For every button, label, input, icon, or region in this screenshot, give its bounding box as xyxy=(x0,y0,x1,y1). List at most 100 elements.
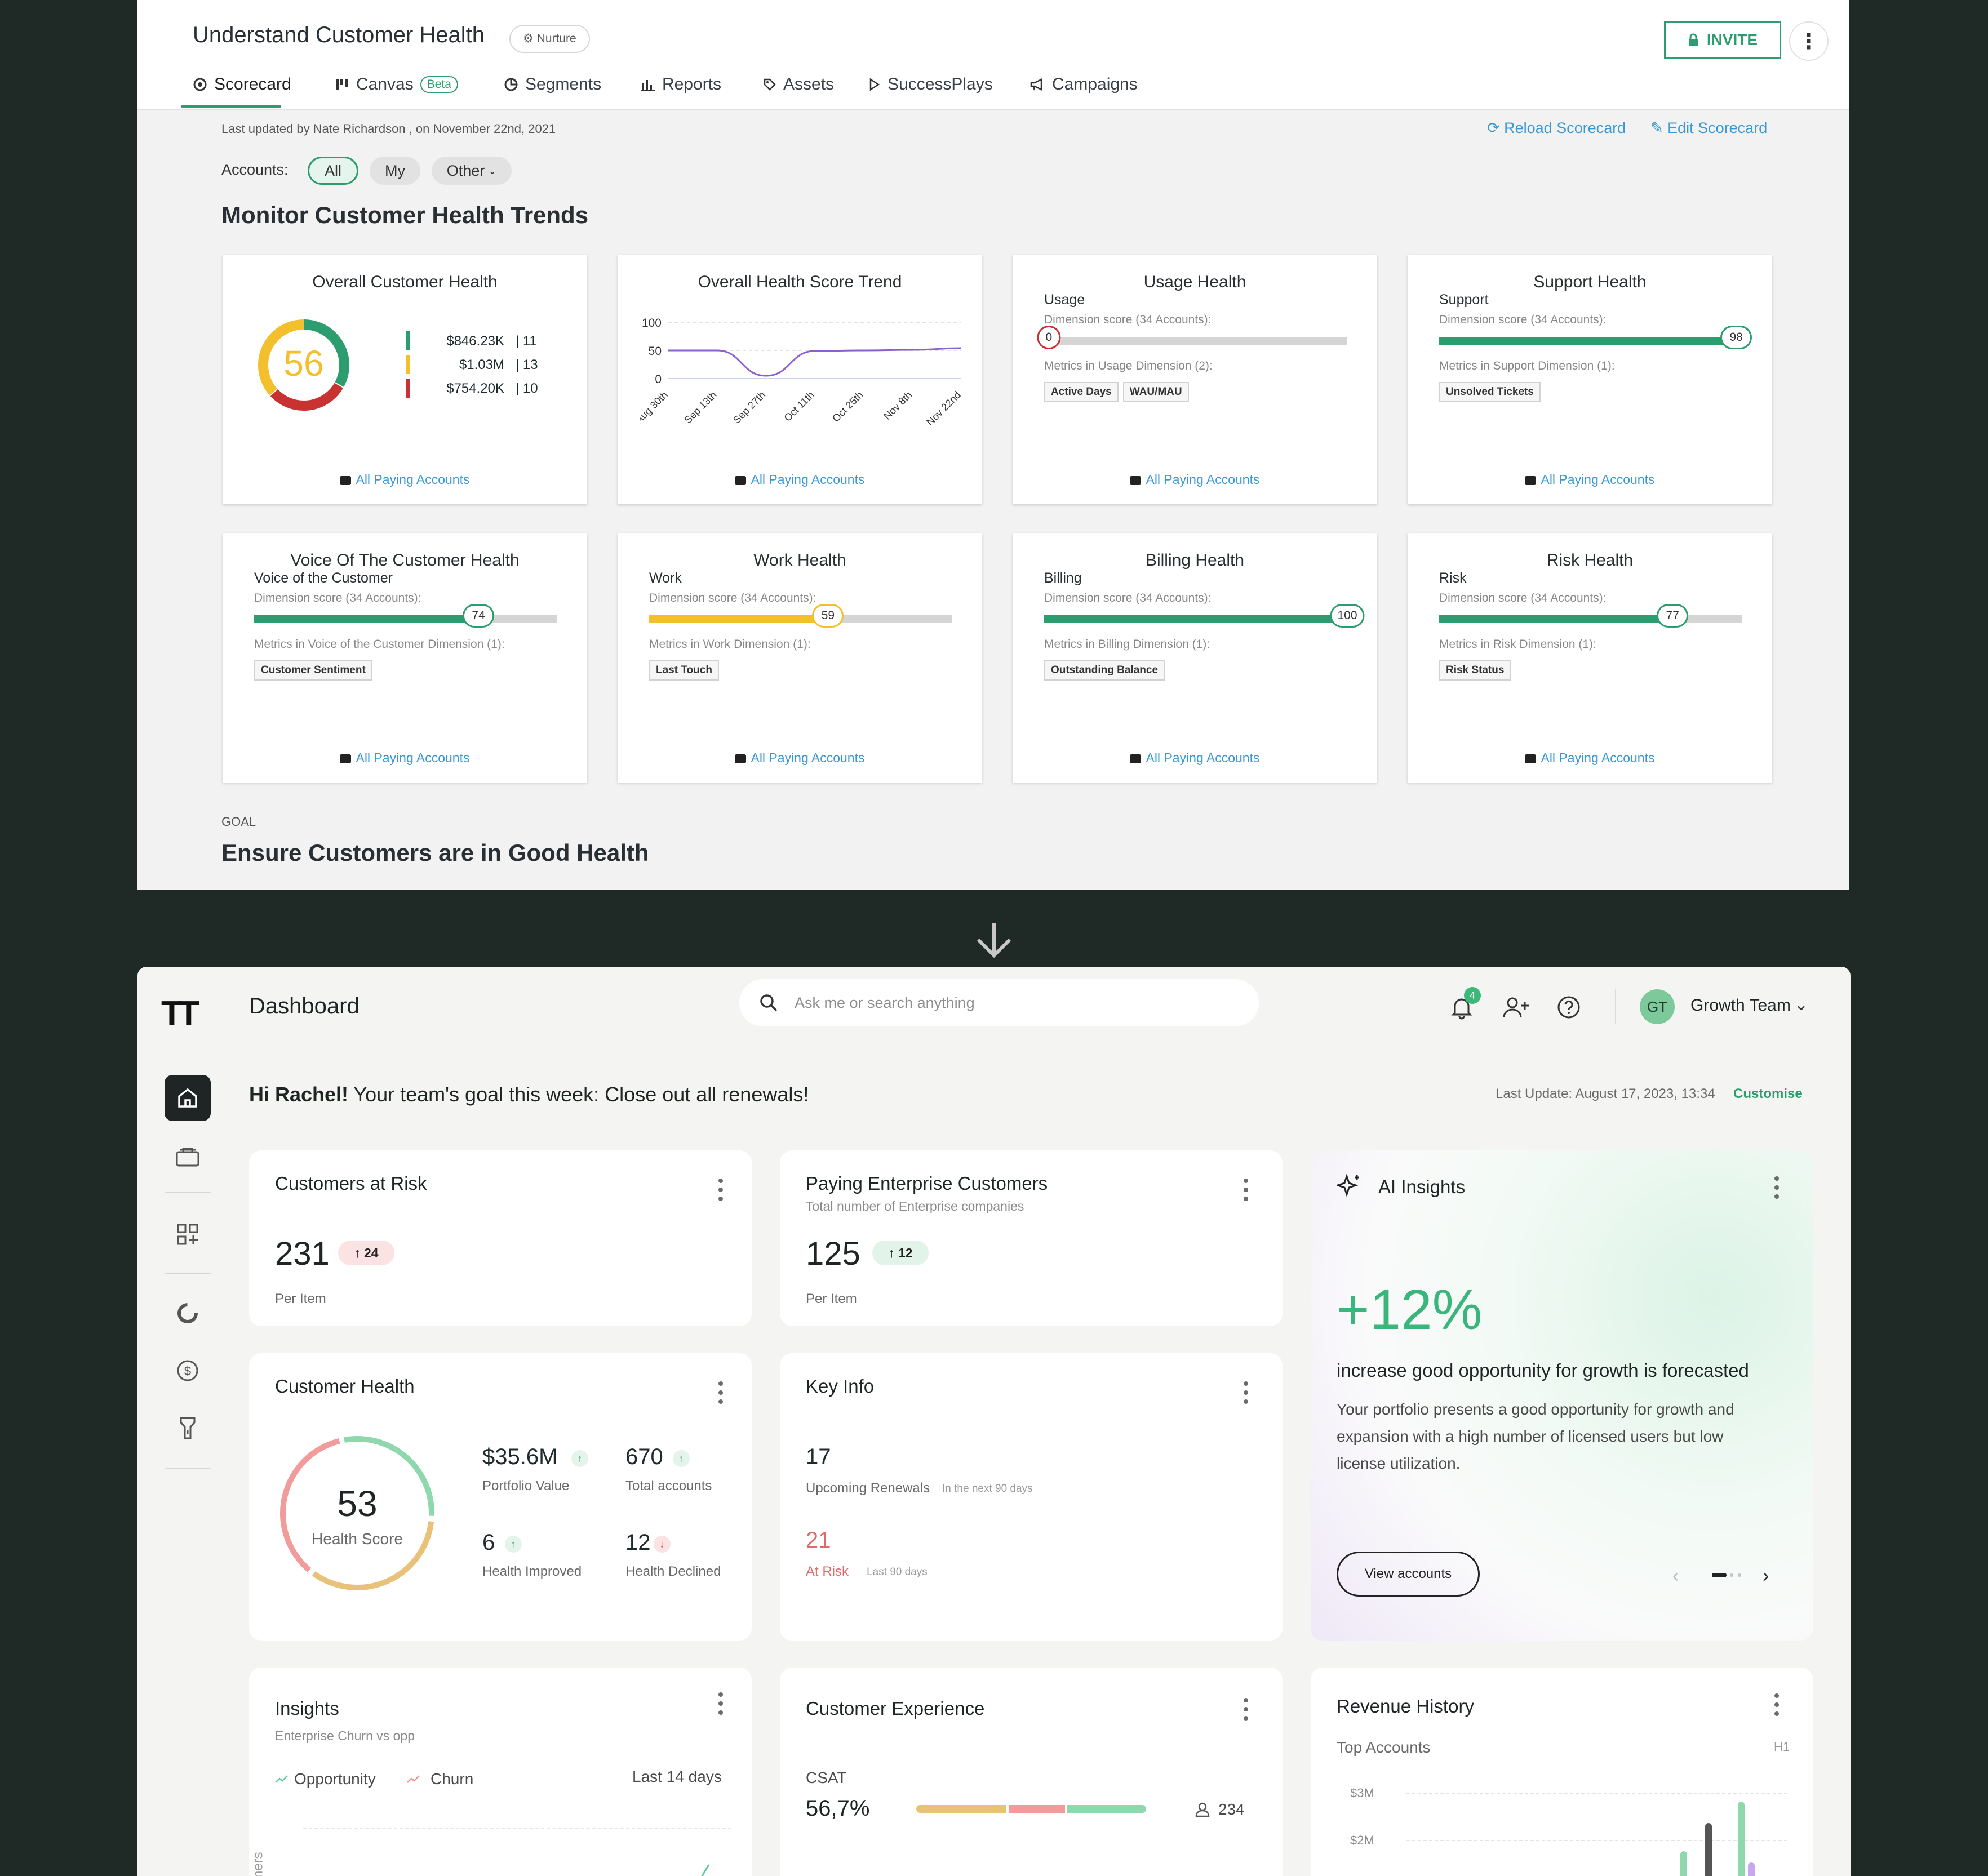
panel-title: Customer Experience xyxy=(806,1698,985,1719)
tag-icon xyxy=(764,78,776,91)
legend-amount: $846.23K xyxy=(446,334,504,349)
health-trend-card: Overall Health Score Trend 100 50 0 Aug 30t… xyxy=(618,255,982,504)
card-title: Billing Health xyxy=(1145,551,1245,570)
metric-tag[interactable]: Active Days xyxy=(1044,382,1119,402)
more-options-button[interactable]: ⋮ xyxy=(1789,21,1829,61)
tab-successplays[interactable]: SuccessPlays xyxy=(868,75,993,94)
avatar[interactable]: GT xyxy=(1640,989,1675,1024)
nurture-badge[interactable]: ⚙ Nurture xyxy=(509,25,590,53)
ring-red-segment xyxy=(280,1436,434,1590)
period-selector[interactable]: H1 xyxy=(1774,1740,1790,1754)
all-paying-accounts-link[interactable]: All Paying Accounts xyxy=(223,750,587,766)
score-fill xyxy=(254,615,479,623)
panel-menu-icon[interactable] xyxy=(1243,1179,1249,1201)
notifications-button[interactable]: 4 xyxy=(1450,987,1481,1020)
filter-my[interactable]: My xyxy=(370,157,420,185)
briefcase-icon xyxy=(1130,754,1142,763)
carousel-dot[interactable] xyxy=(1738,1573,1741,1577)
app-logo: TT xyxy=(161,994,199,1033)
panel-menu-icon[interactable] xyxy=(1774,1176,1780,1199)
view-accounts-button[interactable]: View accounts xyxy=(1337,1552,1480,1597)
metric-tag[interactable]: Last Touch xyxy=(649,660,719,681)
metric-tag[interactable]: WAU/MAU xyxy=(1122,382,1189,402)
nav-portfolio[interactable] xyxy=(165,1133,211,1180)
all-paying-accounts-link[interactable]: All Paying Accounts xyxy=(223,472,587,487)
header-divider xyxy=(1615,989,1616,1024)
tab-segments[interactable]: Segments xyxy=(504,75,601,94)
respondent-count: 234 xyxy=(1218,1801,1245,1818)
panel-title: Revenue History xyxy=(1337,1696,1474,1717)
add-user-icon[interactable] xyxy=(1502,996,1530,1019)
panel-menu-icon[interactable] xyxy=(1243,1698,1249,1721)
target-icon xyxy=(193,78,207,91)
customer-health-panel: Customer Health 53 Health Score $35.6M ↑… xyxy=(249,1353,752,1641)
briefcase-icon xyxy=(1525,475,1537,485)
all-paying-accounts-link[interactable]: All Paying Accounts xyxy=(1013,750,1377,766)
dimension-score-label: Dimension score (34 Accounts): xyxy=(649,592,816,604)
panel-menu-icon[interactable] xyxy=(1243,1381,1249,1404)
all-paying-accounts-link[interactable]: All Paying Accounts xyxy=(1408,750,1772,766)
tab-canvas[interactable]: Canvas Beta xyxy=(335,75,458,94)
filter-all[interactable]: All xyxy=(308,157,358,185)
last-updated-text: Last updated by Nate Richardson , on Nov… xyxy=(221,122,556,136)
carousel-dot[interactable] xyxy=(1730,1573,1733,1577)
panel-menu-icon[interactable] xyxy=(718,1692,724,1715)
csat-value: 56,7% xyxy=(806,1796,870,1821)
trend-line-chart: 100 50 0 Aug 30th Sep 13th Sep 27th Oct 11th Oc… xyxy=(640,317,963,428)
score-knob: 100 xyxy=(1330,604,1365,628)
user-icon xyxy=(1195,1802,1210,1817)
metric-tag[interactable]: Outstanding Balance xyxy=(1044,660,1165,681)
metric-tag[interactable]: Customer Sentiment xyxy=(254,660,372,681)
arrow-up-icon: ↑ xyxy=(571,1450,588,1467)
key-info-panel: Key Info 17 Upcoming Renewals In the nex… xyxy=(780,1353,1283,1641)
arrow-down-icon: ↓ xyxy=(654,1536,671,1553)
dimension-score-bar: 59 xyxy=(649,604,952,628)
tab-campaigns[interactable]: Campaigns xyxy=(1030,75,1138,94)
nav-widgets[interactable] xyxy=(165,1211,211,1257)
dimension-card: Risk Health Risk Dimension score (34 Accou… xyxy=(1408,533,1772,783)
gear-icon: ⚙ xyxy=(523,32,537,45)
edit-scorecard-link[interactable]: ✎ Edit Scorecard xyxy=(1650,119,1768,136)
range-selector[interactable]: Last 14 days xyxy=(632,1768,722,1785)
panel-title: Customer Health xyxy=(275,1376,415,1397)
overall-score: 56 xyxy=(283,343,324,384)
carousel-next-button[interactable]: › xyxy=(1763,1565,1769,1586)
nav-home[interactable] xyxy=(165,1075,211,1121)
all-paying-accounts-link[interactable]: All Paying Accounts xyxy=(1408,472,1772,487)
briefcase-icon xyxy=(735,754,747,763)
search-input[interactable]: Ask me or search anything xyxy=(739,979,1259,1026)
home-icon xyxy=(178,1088,197,1108)
help-icon[interactable] xyxy=(1556,995,1581,1020)
health-score-value: 53 xyxy=(337,1483,378,1524)
carousel-prev-button[interactable]: ‹ xyxy=(1672,1565,1679,1586)
chevron-down-icon[interactable]: ⌄ xyxy=(1794,995,1809,1014)
metrics-label: Metrics in Work Dimension (1): xyxy=(649,638,811,651)
tab-assets[interactable]: Assets xyxy=(763,75,834,94)
reload-scorecard-link[interactable]: ⟳ Reload Scorecard xyxy=(1487,119,1626,136)
all-paying-accounts-link[interactable]: All Paying Accounts xyxy=(1013,472,1377,487)
score-knob: 0 xyxy=(1037,326,1061,349)
dimension-card: Billing Health Billing Dimension score (34… xyxy=(1013,533,1377,783)
search-icon xyxy=(760,994,778,1012)
nav-analytics[interactable] xyxy=(165,1290,211,1336)
score-knob: 77 xyxy=(1657,604,1689,628)
dimension-name: Usage xyxy=(1044,292,1085,308)
invite-button[interactable]: INVITE xyxy=(1664,21,1781,59)
filter-other[interactable]: Other ⌄ xyxy=(432,157,512,185)
metric-tag[interactable]: Risk Status xyxy=(1439,660,1511,681)
panel-menu-icon[interactable] xyxy=(718,1179,724,1201)
tab-reports[interactable]: Reports xyxy=(641,75,721,94)
nav-revenue[interactable]: $ xyxy=(165,1348,211,1394)
panel-menu-icon[interactable] xyxy=(1774,1693,1780,1716)
all-paying-accounts-link[interactable]: All Paying Accounts xyxy=(618,750,982,766)
svg-text:$: $ xyxy=(184,1364,191,1378)
customise-link[interactable]: Customise xyxy=(1733,1086,1803,1101)
tab-scorecard[interactable]: Scorecard xyxy=(193,75,291,94)
nav-tools[interactable] xyxy=(165,1405,211,1451)
at-risk-value: 231 xyxy=(275,1235,330,1272)
metric-tag[interactable]: Unsolved Tickets xyxy=(1439,382,1541,402)
panel-menu-icon[interactable] xyxy=(718,1381,724,1404)
all-paying-accounts-link[interactable]: All Paying Accounts xyxy=(618,472,982,487)
carousel-dot-active[interactable] xyxy=(1712,1573,1727,1577)
team-name[interactable]: Growth Team xyxy=(1690,996,1791,1015)
